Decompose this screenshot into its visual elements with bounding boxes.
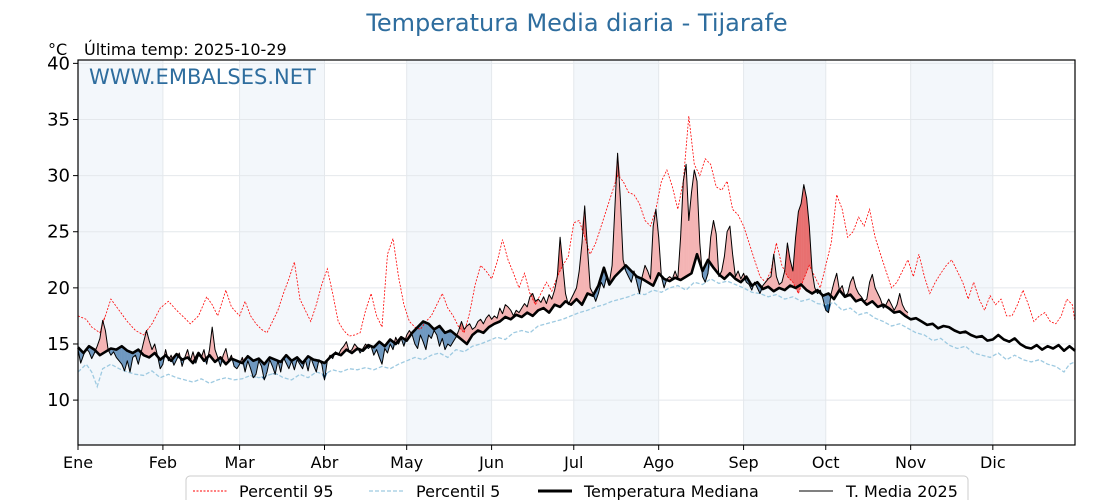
legend-box: [185, 475, 969, 500]
month-band-sep: [743, 60, 826, 445]
legend-label-p5: Percentil 5: [416, 482, 500, 500]
x-tick-label-oct: Oct: [812, 453, 840, 472]
month-band-may: [406, 60, 492, 445]
y-axis: 10 15 20 25 30 35 40: [47, 53, 78, 411]
series-line-current: [77, 152, 909, 381]
month-band-ene: [78, 60, 163, 445]
last-update-label: Última temp: 2025-10-29: [84, 40, 287, 59]
series-line-p5: [77, 278, 1076, 389]
chart-title: Temperatura Media diaria - Tijarafe: [365, 9, 787, 37]
y-tick-label-20: 20: [47, 278, 70, 299]
x-tick-label-mar: Mar: [225, 453, 256, 472]
series-line-p95: [77, 116, 1076, 337]
month-bands: [78, 60, 993, 445]
fill-above-median: [581, 237, 585, 305]
y-tick-label-10: 10: [47, 390, 70, 411]
fill-above-median: [694, 169, 698, 264]
x-tick-label-abr: Abr: [311, 453, 339, 472]
x-axis: Ene Feb Mar Abr May Jun Jul Ago Sep Oct Nov Dic: [63, 445, 1006, 472]
x-tick-label-dic: Dic: [980, 453, 1006, 472]
x-tick-label-nov: Nov: [895, 453, 926, 472]
legend-label-current: T. Media 2025: [845, 482, 958, 500]
legend-label-p95: Percentil 95: [239, 482, 334, 500]
legend-item-current: T. Media 2025: [799, 482, 958, 500]
legend: Percentil 95 Percentil 5 Temperatura Med…: [185, 475, 969, 500]
fill-above-median: [559, 265, 563, 308]
x-tick-label-sep: Sep: [729, 453, 759, 472]
x-tick-label-ago: Ago: [643, 453, 674, 472]
legend-item-p5: Percentil 5: [369, 482, 500, 500]
month-band-mar: [239, 60, 325, 445]
series-lines: [77, 116, 1076, 389]
fill-above-p95: [798, 203, 802, 294]
month-band-nov: [910, 60, 993, 445]
x-tick-label-jul: Jul: [563, 453, 583, 472]
y-tick-label-35: 35: [47, 109, 70, 130]
x-tick-label-jun: Jun: [478, 453, 504, 472]
plot-frame: [77, 59, 1076, 446]
x-tick-label-ene: Ene: [63, 453, 93, 472]
legend-label-median: Temperatura Mediana: [583, 482, 759, 500]
series-line-median: [77, 252, 1076, 366]
y-tick-label-40: 40: [47, 53, 70, 74]
y-tick-label-15: 15: [47, 334, 70, 355]
x-tick-label-may: May: [390, 453, 423, 472]
legend-item-p95: Percentil 95: [193, 482, 334, 500]
watermark: WWW.EMBALSES.NET: [89, 65, 316, 89]
x-tick-label-feb: Feb: [149, 453, 177, 472]
y-tick-label-25: 25: [47, 222, 70, 243]
y-unit-label: °C: [48, 40, 67, 59]
fill-above-median: [726, 226, 731, 277]
legend-item-median: Temperatura Mediana: [538, 482, 759, 500]
y-tick-label-30: 30: [47, 166, 70, 187]
